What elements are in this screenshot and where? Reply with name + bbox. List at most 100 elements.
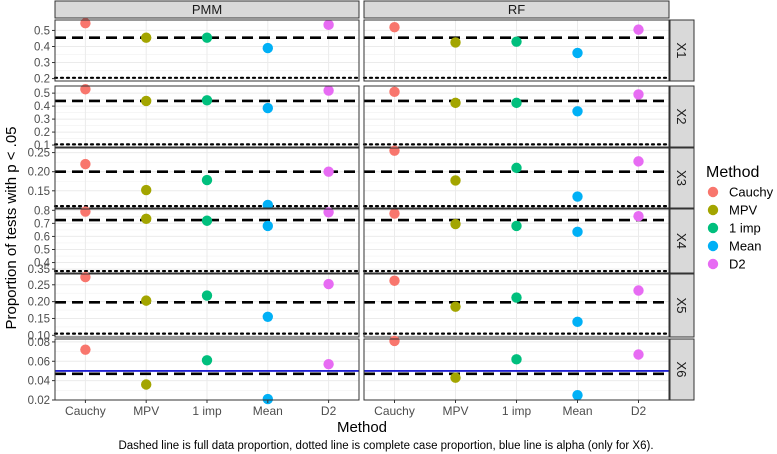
x-tick-label: Cauchy	[374, 404, 415, 418]
data-point-cauchy	[80, 84, 91, 95]
y-tick-label: 0.6	[34, 231, 50, 243]
data-point-mpv	[141, 213, 152, 224]
data-point-mpv	[450, 218, 461, 230]
data-point-mpv	[450, 175, 461, 186]
facet-strip-x4	[669, 208, 695, 274]
legend-key-mean	[707, 240, 719, 252]
x-tick-label: MPV	[133, 404, 159, 418]
y-tick-label: 0.02	[28, 395, 50, 407]
panel-pmm-x1	[53, 18, 361, 82]
y-tick-label: 0.06	[28, 356, 50, 368]
data-point-mean	[262, 102, 273, 114]
facet-strip-label: X3	[674, 170, 689, 186]
x-tick-label: 1 imp	[502, 404, 532, 418]
data-point-cauchy	[80, 18, 91, 29]
y-tick-label: 0.5	[34, 25, 50, 37]
y-tick-label: 0.1	[34, 140, 50, 152]
panel-rf-x5	[362, 273, 671, 338]
data-point-1-imp	[511, 354, 522, 365]
legend-key-d2	[707, 258, 719, 270]
panel-border	[363, 19, 670, 82]
y-tick-label: 0.8	[34, 205, 50, 217]
data-point-mean	[262, 311, 273, 322]
legend-label: Cauchy	[729, 185, 774, 200]
x-tick-label: Cauchy	[65, 404, 106, 418]
facet-strip-x5	[669, 273, 695, 338]
data-point-d2	[633, 89, 644, 100]
data-point-cauchy	[80, 271, 91, 283]
data-point-cauchy	[80, 344, 91, 355]
data-point-mean	[572, 191, 583, 202]
facet-strip-x1	[669, 19, 695, 82]
data-point-d2	[323, 207, 334, 218]
data-point-cauchy	[389, 335, 400, 347]
data-point-mean	[262, 220, 273, 232]
y-tick-label: 0.5	[34, 244, 50, 256]
facet-strip-label: X4	[674, 233, 689, 249]
data-point-1-imp	[511, 162, 522, 174]
data-point-mpv	[450, 372, 461, 383]
y-tick-label: 0.04	[28, 376, 51, 388]
data-point-1-imp	[511, 36, 522, 47]
data-point-cauchy	[389, 208, 400, 219]
data-point-mpv	[141, 184, 152, 196]
data-point-mean	[572, 106, 583, 117]
panel-pmm-x3	[53, 147, 361, 211]
data-point-d2	[323, 85, 334, 96]
legend-key-1-imp	[707, 222, 719, 234]
legend-key-mpv	[707, 204, 719, 216]
data-point-mean	[572, 47, 583, 59]
data-point-mean	[572, 316, 583, 328]
panel-border	[363, 208, 670, 274]
y-tick-label: 0.4	[34, 101, 51, 113]
legend-key-cauchy	[707, 186, 719, 198]
data-point-d2	[633, 24, 644, 35]
x-axis-title: Method	[337, 419, 387, 436]
legend-label: 1 imp	[729, 221, 761, 236]
facet-strip-label: X2	[674, 109, 689, 125]
y-tick-label: 0.15	[28, 313, 50, 325]
data-point-mpv	[141, 295, 152, 306]
panel-border	[54, 147, 360, 209]
facet-strip-label: PMM	[192, 2, 222, 17]
data-point-cauchy	[389, 22, 400, 33]
data-point-1-imp	[201, 174, 213, 186]
x-tick-label: Mean	[253, 404, 283, 418]
panel-pmm-x5	[53, 271, 361, 338]
panel-pmm-x6	[54, 338, 360, 405]
panel-rf-x4	[362, 208, 671, 274]
data-point-mpv	[141, 32, 152, 43]
panel-border	[363, 147, 670, 209]
panel-rf-x3	[362, 145, 671, 209]
data-point-d2	[323, 358, 334, 370]
data-point-d2	[633, 210, 644, 222]
facet-panels: 0.20.30.40.50.10.20.30.40.50.150.200.250…	[28, 18, 671, 407]
panel-border	[363, 273, 670, 338]
facet-strip-label: X6	[674, 362, 689, 378]
facet-strips: PMM RF X1 X2 X3 X4 X5 X6	[54, 0, 695, 401]
y-tick-label: 0.3	[34, 114, 50, 126]
data-point-mean	[572, 389, 583, 401]
x-tick-label: 1 imp	[192, 404, 222, 418]
data-point-cauchy	[389, 145, 400, 156]
y-tick-label: 0.7	[34, 218, 50, 230]
panel-border	[54, 208, 360, 274]
y-tick-label: 0.25	[28, 280, 50, 292]
data-point-1-imp	[511, 97, 522, 109]
data-point-d2	[633, 285, 644, 296]
data-point-mpv	[450, 37, 461, 48]
data-point-mean	[262, 42, 273, 54]
facet-strip-label: RF	[508, 2, 525, 17]
y-tick-label: 0.08	[28, 337, 50, 349]
y-tick-label: 0.25	[28, 148, 50, 160]
data-point-mean	[262, 393, 273, 405]
y-tick-label: 0.4	[34, 258, 51, 270]
facet-strip-rf	[363, 0, 670, 19]
y-axis-title: Proportion of tests with p < .05	[3, 126, 20, 329]
y-tick-label: 0.2	[34, 74, 50, 86]
y-tick-label: 0.20	[28, 297, 50, 309]
data-point-d2	[323, 19, 334, 31]
legend-title: Method	[706, 164, 759, 181]
data-point-1-imp	[201, 355, 213, 366]
